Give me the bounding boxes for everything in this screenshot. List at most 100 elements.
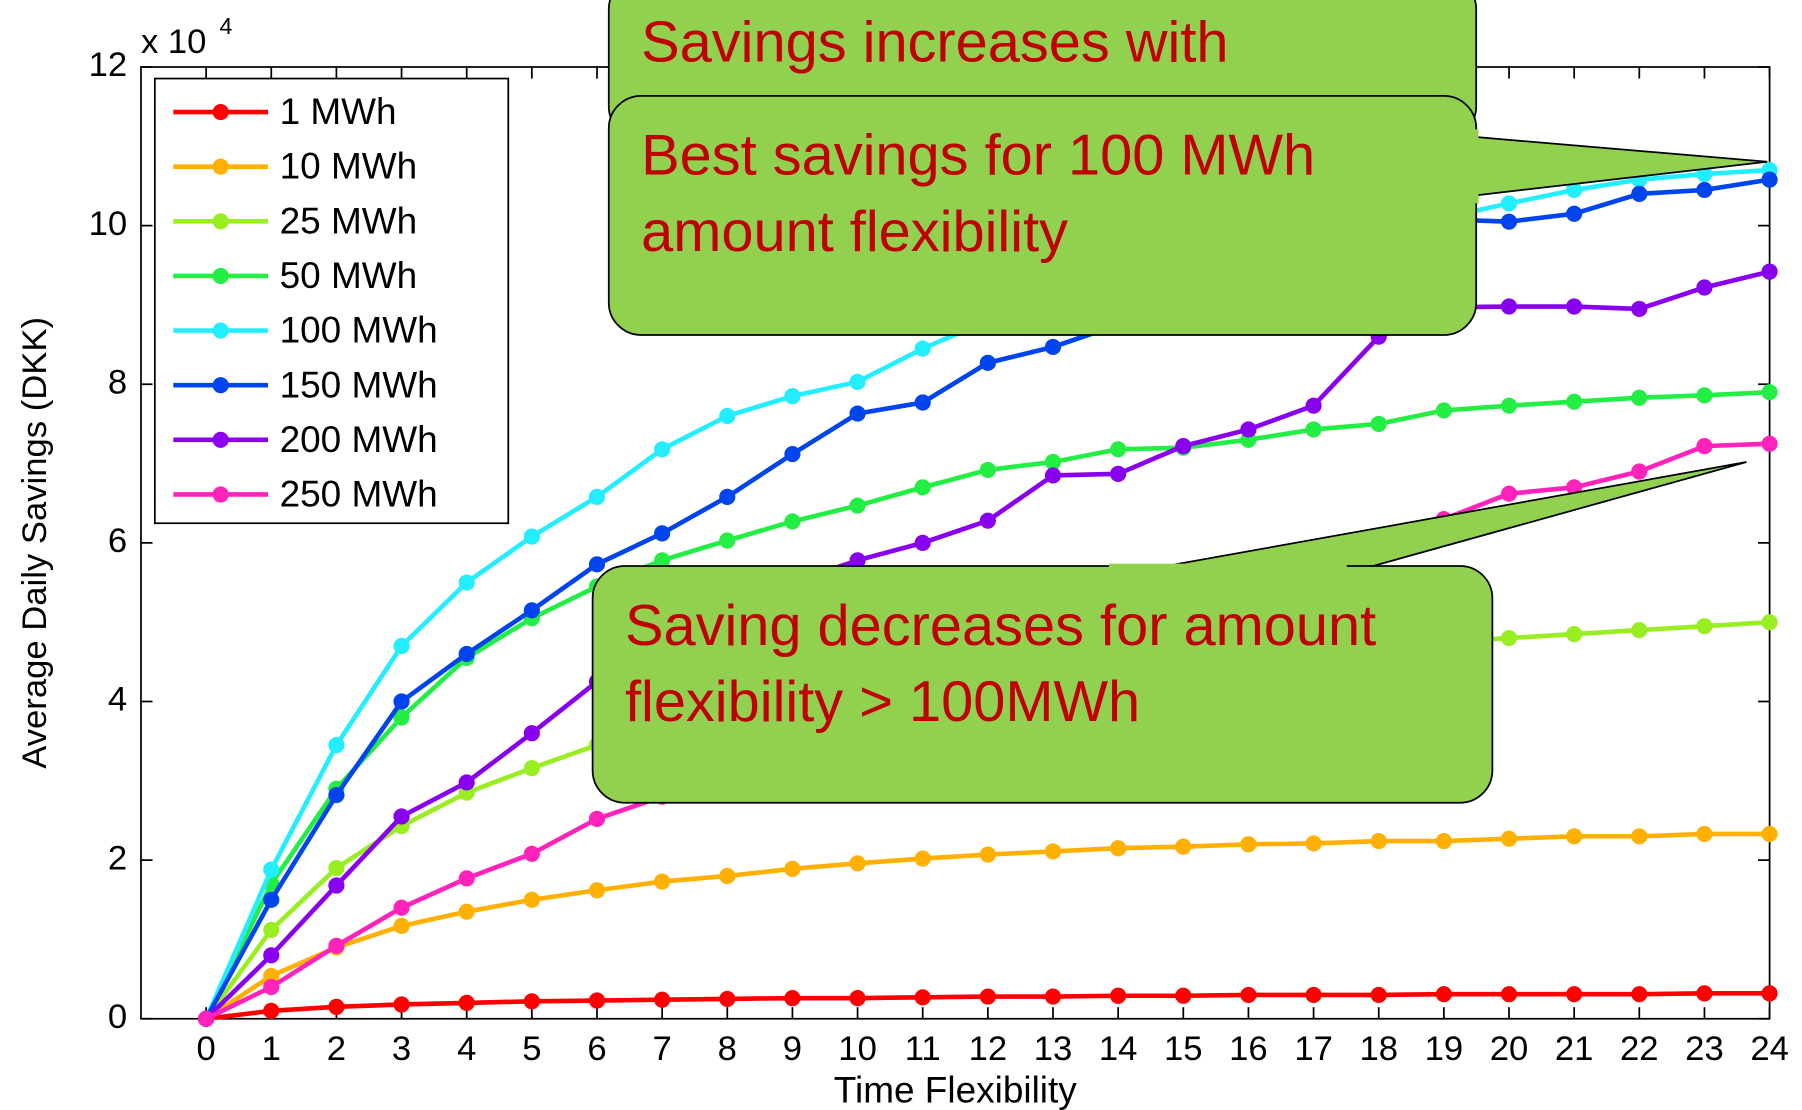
series-marker <box>393 637 410 655</box>
x-tick-label: 13 <box>1034 1030 1073 1068</box>
series-marker <box>458 574 475 591</box>
series-marker <box>1044 338 1062 356</box>
series-marker <box>1761 985 1778 1002</box>
series-marker <box>1175 987 1192 1004</box>
series-marker <box>914 989 931 1006</box>
series-marker <box>1110 840 1127 857</box>
series-marker <box>523 891 540 908</box>
callout-joint <box>1108 563 1347 576</box>
series-marker <box>1566 625 1583 643</box>
legend-marker <box>212 103 229 121</box>
series-marker <box>1696 825 1713 843</box>
y-tick-label: 12 <box>89 46 128 84</box>
series-marker <box>1631 828 1648 845</box>
series-marker <box>1761 263 1778 280</box>
legend-box <box>153 77 510 525</box>
series-marker <box>328 877 345 894</box>
series-marker <box>263 978 280 996</box>
legend-marker <box>212 213 229 230</box>
series-marker <box>1435 833 1452 850</box>
series-marker <box>523 760 540 777</box>
series-marker <box>393 917 410 935</box>
series-marker <box>979 846 996 863</box>
x-tick-label: 8 <box>718 1030 737 1068</box>
legend-label: 1 MWh <box>280 91 397 132</box>
series-marker <box>1696 618 1713 635</box>
series-marker <box>784 513 801 530</box>
series-marker <box>849 373 866 390</box>
legend-label: 50 MWh <box>280 255 418 296</box>
x-tick-label: 23 <box>1685 1030 1724 1068</box>
legend-marker <box>212 377 229 394</box>
series-marker <box>784 860 801 877</box>
callout-box <box>607 95 1478 336</box>
series-marker <box>1696 438 1713 455</box>
x-tick-label: 18 <box>1359 1030 1398 1068</box>
x-tick-label: 22 <box>1620 1030 1659 1068</box>
series-marker <box>784 445 801 463</box>
x-tick-label: 7 <box>653 1030 672 1068</box>
legend: 1 MWh 10 MWh 25 MWh 50 MWh 100 MWh 150 MWh 200… <box>153 77 510 525</box>
series-marker <box>1696 181 1713 199</box>
legend-label: 250 MWh <box>280 474 438 515</box>
series-marker <box>1566 181 1583 199</box>
series-marker <box>1305 835 1322 852</box>
series-marker <box>393 899 410 916</box>
series-marker <box>1305 986 1322 1004</box>
series-marker <box>1500 485 1518 502</box>
y-tick-label: 6 <box>108 522 127 560</box>
legend-marker <box>212 486 229 503</box>
series-marker <box>1500 298 1518 315</box>
series-marker <box>719 867 736 885</box>
series-marker <box>1631 389 1648 406</box>
series-marker <box>1761 614 1778 631</box>
series-marker <box>654 552 671 569</box>
legend-label: 100 MWh <box>280 310 438 351</box>
series-marker <box>849 990 866 1007</box>
x-tick-label: 14 <box>1099 1030 1138 1068</box>
callout-text: Saving decreases for amount <box>625 594 1376 658</box>
series-marker <box>1566 393 1583 410</box>
series-marker <box>523 725 540 742</box>
series-marker <box>328 737 345 754</box>
x-tick-label: 20 <box>1490 1030 1529 1068</box>
series-marker <box>914 850 931 867</box>
series-marker <box>1500 213 1518 230</box>
series-marker <box>654 441 671 458</box>
x-tick-label: 10 <box>838 1030 877 1068</box>
x-tick-label: 2 <box>327 1030 346 1068</box>
series-marker <box>1631 463 1648 480</box>
legend-marker <box>212 322 229 339</box>
callout-text: amount flexibility <box>641 200 1068 264</box>
series-marker <box>719 990 736 1008</box>
series-marker <box>458 994 475 1011</box>
callout-text: flexibility > 100MWh <box>625 670 1140 734</box>
series-marker <box>1435 986 1452 1003</box>
series-marker <box>1500 986 1518 1003</box>
series-marker <box>1631 300 1648 317</box>
series-marker <box>1370 415 1387 432</box>
x-tick-label: 19 <box>1425 1030 1464 1068</box>
series-marker <box>654 525 671 542</box>
series-marker <box>1240 421 1257 438</box>
series-marker <box>1305 397 1322 414</box>
series-marker <box>1696 279 1713 296</box>
series-marker <box>1044 843 1062 860</box>
series-marker <box>1631 185 1648 202</box>
series-marker <box>719 532 736 549</box>
series-marker <box>328 787 345 804</box>
series-marker <box>458 774 475 791</box>
y-multiplier: x 10 <box>141 23 206 61</box>
series-marker <box>458 903 475 920</box>
series-marker <box>1175 438 1192 455</box>
x-tick-label: 4 <box>457 1030 476 1068</box>
series-marker <box>1435 402 1452 419</box>
callout-text: Best savings for 100 MWh <box>641 124 1315 188</box>
series-marker <box>1566 986 1583 1003</box>
series-marker <box>588 882 606 899</box>
series-marker <box>263 891 280 908</box>
series-marker <box>1110 441 1127 458</box>
series-marker <box>914 479 931 496</box>
legend-label: 25 MWh <box>280 200 418 241</box>
